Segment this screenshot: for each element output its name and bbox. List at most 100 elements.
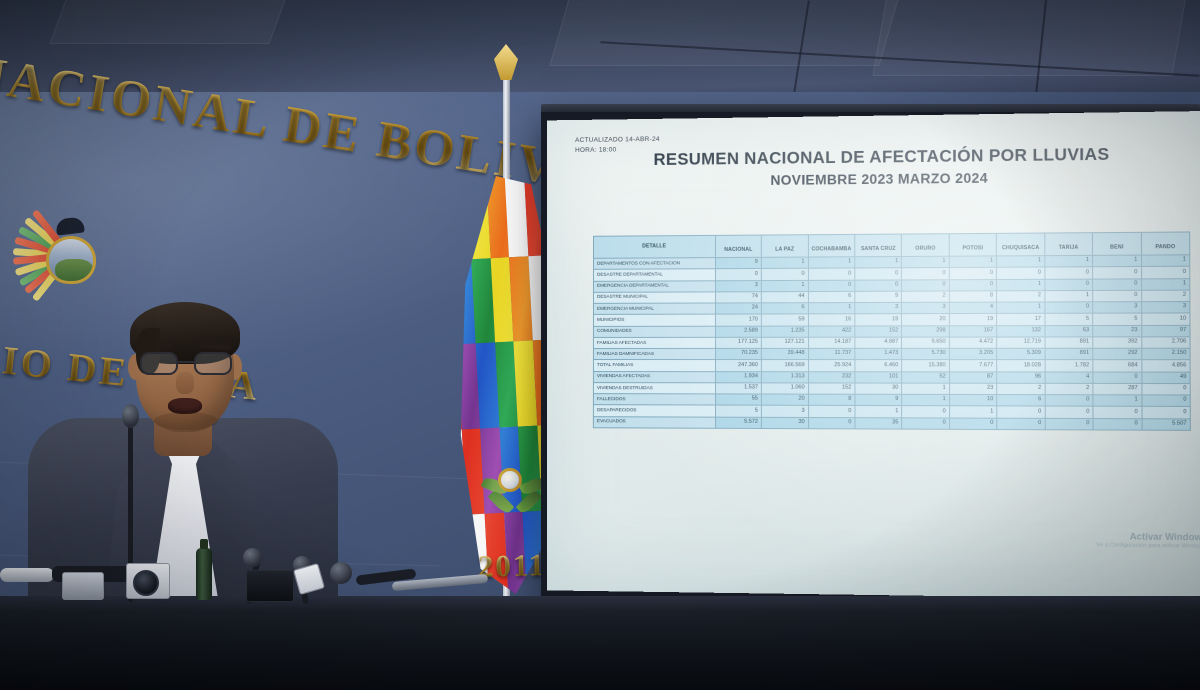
table-cell-value: 422 <box>808 325 855 338</box>
table-cell-value: 247.360 <box>715 359 762 372</box>
table-cell-value: 0 <box>902 406 950 418</box>
table-cell-value: 1.313 <box>761 371 809 383</box>
table-cell-value: 392 <box>1092 336 1142 349</box>
table-cell-value: 0 <box>997 406 1045 419</box>
table-cell-value: 0 <box>1092 290 1142 302</box>
table-cell-value: 0 <box>1093 406 1142 419</box>
table-cell-value: 1 <box>1044 290 1093 303</box>
table-cell-value: 96 <box>996 371 1045 384</box>
table-cell-value: 2 <box>901 290 950 303</box>
slide-title: RESUMEN NACIONAL DE AFECTACIÓN POR LLUVI… <box>547 144 1200 190</box>
table-cell-value: 5 <box>1092 313 1142 326</box>
table-cell-value: 232 <box>808 371 855 383</box>
table-col-header-chuquisaca: CHUQUISACA <box>996 233 1045 256</box>
table-cell-value: 0 <box>1141 406 1191 419</box>
table-cell-value: 1 <box>854 405 903 418</box>
table-cell-value: 891 <box>1044 336 1093 349</box>
table-cell-value: 2.706 <box>1141 336 1191 349</box>
table-cell-value: 0 <box>1141 383 1191 396</box>
affectation-table: DETALLE NACIONAL LA PAZ COCHABAMBA SANTA CRU… <box>593 231 1191 431</box>
table-col-header-tarija: TARIJA <box>1044 232 1093 256</box>
table-cell-value: 3 <box>1092 301 1142 314</box>
table-cell-value: 5 <box>1044 313 1093 326</box>
table-cell-value: 24 <box>715 302 762 315</box>
table-row-label: TOTAL FAMILIAS <box>593 359 716 372</box>
table-cell-value: 132 <box>996 325 1045 337</box>
table-cell-value: 20 <box>761 394 809 406</box>
table-cell-value: 0 <box>1044 267 1093 279</box>
speaker-nose <box>176 372 194 394</box>
table-row: EVACUADOS 5.572 30 0 35 0 0 0 0 0 5.507 <box>593 416 1191 431</box>
table-col-header-oruro: ORURO <box>901 233 950 257</box>
table-cell-value: 49 <box>1141 371 1191 384</box>
table-cell-value: 1.934 <box>715 371 762 383</box>
table-cell-value: 70.235 <box>715 348 762 360</box>
table-col-header-la-paz: LA PAZ <box>761 234 809 258</box>
projector-screen: ACTUALIZADO 14-ABR-24 HORA: 18:00 RESUME… <box>546 110 1200 601</box>
table-cell-value: 1.537 <box>715 382 762 395</box>
table-cell-value: 298 <box>901 325 950 337</box>
table-cell-value: 17 <box>996 313 1045 326</box>
table-cell-value: 8 <box>808 394 855 406</box>
table-cell-value: 0 <box>997 417 1045 430</box>
table-cell-value: 1.782 <box>1044 360 1093 372</box>
table-cell-value: 63 <box>1044 325 1093 337</box>
table-cell-value: 0 <box>1044 406 1094 419</box>
table-cell-value: 0 <box>808 268 855 280</box>
table-cell-value: 101 <box>854 371 903 384</box>
speaker-glasses-icon <box>140 352 232 376</box>
table-cell-value: 18.028 <box>996 360 1045 372</box>
table-cell-value: 10 <box>1141 313 1190 326</box>
table-col-header-detalle: DETALLE <box>593 235 716 259</box>
table-body: DEPARTAMENTOS CON AFECTACION 9 1 1 1 1 1 1 1 1 1 DE… <box>593 254 1191 431</box>
table-cell-value: 1 <box>996 255 1045 268</box>
desk <box>0 596 1200 690</box>
table-cell-value: 23 <box>1092 325 1142 337</box>
press-microphone-1-head <box>243 548 262 567</box>
table-cell-value: 127.121 <box>761 337 809 349</box>
windows-activation-watermark: Activar Windows Ve a Configuración para … <box>1096 530 1200 552</box>
table-cell-value: 2 <box>1141 289 1190 302</box>
table-cell-value: 0 <box>901 267 950 280</box>
table-cell-value: 1 <box>808 256 855 269</box>
table-col-header-santa-cruz: SANTA CRUZ <box>854 234 902 257</box>
watermark-title: Activar Windows <box>1129 531 1200 543</box>
table-cell-value: 0 <box>808 279 855 292</box>
table-cell-value: 1 <box>902 383 950 395</box>
slide-meta-updated: ACTUALIZADO 14-ABR-24 <box>575 135 660 144</box>
table-cell-value: 6.460 <box>854 359 902 372</box>
table-cell-value: 1 <box>1093 394 1142 407</box>
table-cell-value: 0 <box>1092 266 1142 279</box>
table-cell-value: 170 <box>715 314 762 326</box>
table-cell-value: 0 <box>1141 266 1190 279</box>
table-cell-value: 15.380 <box>901 359 950 372</box>
watermark-subtitle: Ve a Configuración para activar Windows. <box>1096 542 1200 551</box>
press-microphone-3-head <box>330 562 352 584</box>
table-row: MUNICIPIOS 170 59 16 19 20 19 17 5 5 10 <box>593 313 1190 327</box>
table-cell-value: 1.473 <box>854 348 902 360</box>
podium-microphone-stem <box>128 420 133 602</box>
table-cell-value: 0 <box>715 268 762 281</box>
table-row: FAMILIAS DAMNIFICADAS 70.235 39.448 11.737 1… <box>593 348 1191 361</box>
table-cell-value: 9 <box>854 290 902 303</box>
table-cell-value: 4 <box>1044 371 1094 384</box>
audio-recorder-3 <box>246 570 294 602</box>
speaker-chin-shadow <box>154 412 218 430</box>
table-cell-value: 6 <box>996 394 1045 407</box>
table-cell-value: 0 <box>854 267 902 280</box>
table-row-label: DEPARTAMENTOS CON AFECTACION <box>593 257 716 270</box>
table-row-label: COMUNIDADES <box>593 325 716 338</box>
table-row-label: FALLECIDOS <box>593 393 716 406</box>
table-cell-value: 1 <box>996 278 1045 291</box>
table-row: COMUNIDADES 2.589 1.235 422 152 298 167 132 63 23… <box>593 324 1191 338</box>
table-col-header-potosi: POTOSI <box>949 233 997 257</box>
table-cell-value: 287 <box>1093 383 1142 396</box>
table-cell-value: 0 <box>1093 418 1142 431</box>
table-cell-value: 74 <box>715 291 762 304</box>
table-cell-value: 1 <box>808 302 855 315</box>
table-row-label: EMERGENCIA DEPARTAMENTAL <box>593 280 716 293</box>
table-cell-value: 0 <box>902 417 950 430</box>
table-cell-value: 177.125 <box>715 337 762 349</box>
table-cell-value: 0 <box>901 279 950 291</box>
